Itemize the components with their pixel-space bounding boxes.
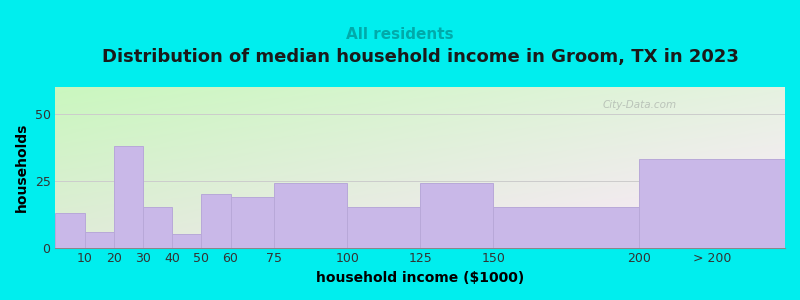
Y-axis label: households: households [15,123,29,212]
X-axis label: household income ($1000): household income ($1000) [316,271,524,285]
Bar [114,146,143,247]
Bar [493,207,639,248]
Bar [347,207,420,248]
Bar [274,183,347,247]
Text: All residents: All residents [346,27,454,42]
Bar [420,183,493,247]
Bar [85,232,114,247]
Title: Distribution of median household income in Groom, TX in 2023: Distribution of median household income … [102,48,738,66]
Bar [202,194,230,247]
Bar [230,197,274,248]
Bar [143,207,172,248]
Bar [639,159,785,248]
Bar [55,213,85,248]
Text: City-Data.com: City-Data.com [602,100,677,110]
Bar [172,234,202,248]
